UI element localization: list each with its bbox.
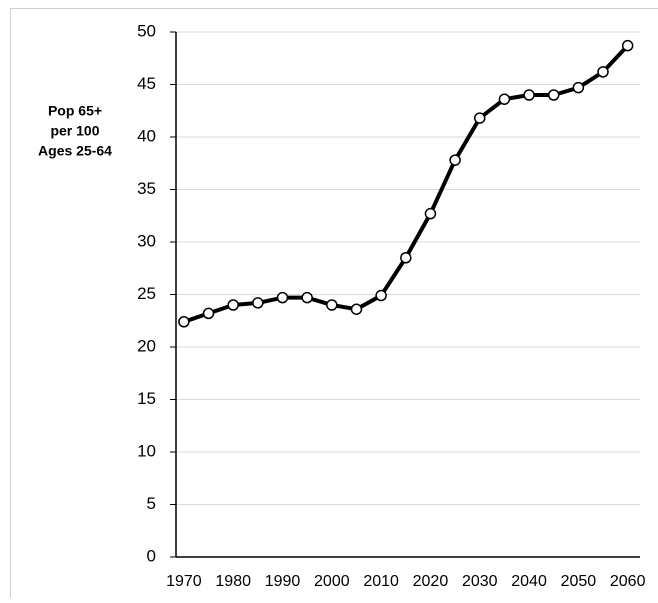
- data-point: [524, 90, 534, 100]
- y-axis-label: Ages 25-64: [38, 143, 112, 159]
- data-point: [351, 304, 361, 314]
- x-tick-label: 2030: [462, 573, 498, 590]
- x-tick-label: 2050: [561, 573, 597, 590]
- data-point: [204, 308, 214, 318]
- y-tick-label: 20: [137, 336, 156, 355]
- data-point: [302, 293, 312, 303]
- y-tick-label: 45: [137, 74, 156, 93]
- data-point: [376, 291, 386, 301]
- y-tick-label: 25: [137, 284, 156, 303]
- x-tick-label: 1990: [265, 573, 301, 590]
- data-point: [450, 155, 460, 165]
- data-point: [401, 253, 411, 263]
- x-tick-label: 2040: [511, 573, 547, 590]
- y-axis-label: Pop 65+: [48, 103, 102, 119]
- y-tick-label: 30: [137, 231, 156, 250]
- x-tick-label: 2010: [363, 573, 399, 590]
- data-point: [573, 83, 583, 93]
- data-point: [228, 300, 238, 310]
- y-axis-label: per 100: [50, 123, 99, 139]
- data-point: [623, 41, 633, 51]
- x-tick-label: 2060: [610, 573, 646, 590]
- y-tick-label: 5: [147, 494, 156, 513]
- y-tick-label: 50: [137, 21, 156, 40]
- data-point: [327, 300, 337, 310]
- data-point: [278, 293, 288, 303]
- series-line: [184, 46, 628, 322]
- y-tick-label: 0: [147, 546, 156, 565]
- x-tick-label: 1980: [215, 573, 251, 590]
- x-tick-label: 1970: [166, 573, 202, 590]
- data-point: [549, 90, 559, 100]
- y-tick-label: 40: [137, 126, 156, 145]
- y-tick-label: 15: [137, 389, 156, 408]
- data-point: [499, 94, 509, 104]
- x-tick-label: 2000: [314, 573, 350, 590]
- data-point: [179, 317, 189, 327]
- data-point: [598, 67, 608, 77]
- data-point: [475, 113, 485, 123]
- x-tick-label: 2020: [413, 573, 449, 590]
- y-tick-label: 10: [137, 441, 156, 460]
- data-point: [425, 209, 435, 219]
- data-point: [253, 298, 263, 308]
- y-tick-label: 35: [137, 179, 156, 198]
